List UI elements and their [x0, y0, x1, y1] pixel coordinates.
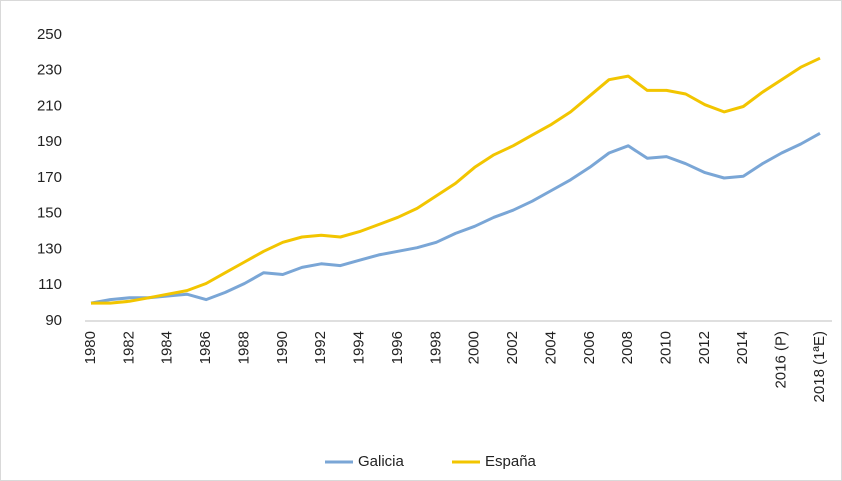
x-tick-label: 2008: [619, 331, 636, 364]
y-tick-label: 90: [45, 312, 62, 329]
y-tick-label: 170: [37, 169, 62, 186]
x-tick-label: 1996: [389, 331, 406, 364]
x-tick-label: 2006: [581, 331, 598, 364]
x-tick-label: 1982: [120, 331, 137, 364]
x-tick-label: 1986: [197, 331, 214, 364]
x-tick-label: 1980: [82, 331, 99, 364]
y-tick-label: 250: [37, 26, 62, 43]
y-tick-label: 150: [37, 205, 62, 222]
x-tick-label: 1990: [274, 331, 291, 364]
x-tick-label: 1984: [159, 331, 176, 364]
series-line: [91, 56, 821, 305]
x-tick-label: 2016 (P): [773, 331, 790, 389]
x-tick-label: 2012: [696, 331, 713, 364]
x-tick-label: 2004: [542, 331, 559, 364]
y-tick-label: 210: [37, 97, 62, 114]
x-tick-label: 1994: [351, 331, 368, 364]
x-tick-label: 2002: [504, 331, 521, 364]
y-tick-label: 130: [37, 240, 62, 257]
legend-label: Galicia: [358, 453, 405, 470]
x-tick-label: 2018 (1ªE): [811, 331, 828, 402]
legend-label: España: [485, 453, 537, 470]
x-tick-label: 1992: [312, 331, 329, 364]
y-tick-label: 190: [37, 133, 62, 150]
x-tick-label: 2000: [466, 331, 483, 364]
series-line: [90, 131, 821, 305]
x-tick-label: 2014: [734, 331, 751, 364]
x-tick-label: 1988: [235, 331, 252, 364]
x-tick-label: 1998: [427, 331, 444, 364]
y-tick-label: 230: [37, 62, 62, 79]
y-tick-label: 110: [38, 276, 62, 293]
x-tick-label: 2010: [657, 331, 674, 364]
